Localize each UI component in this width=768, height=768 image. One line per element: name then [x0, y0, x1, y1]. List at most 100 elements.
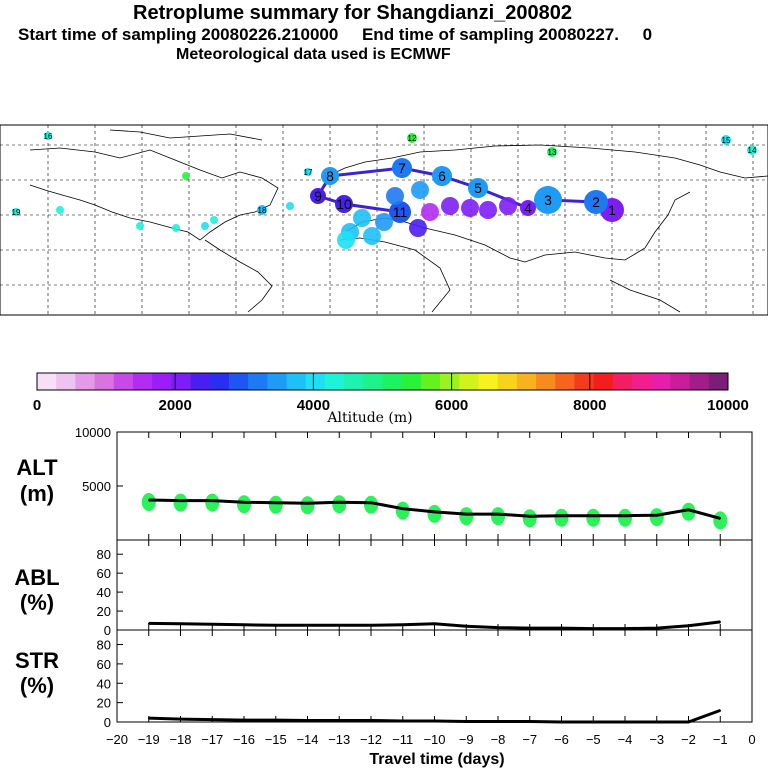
str-panel-label: STR: [15, 648, 59, 673]
colorbar-swatch: [632, 373, 652, 390]
trajectory-puff: [411, 181, 429, 199]
alt-data-point: [687, 508, 690, 511]
str-data-point: [528, 720, 531, 723]
str-data-point: [243, 719, 245, 721]
x-tick-label: −1: [713, 732, 728, 747]
abl-data-point: [401, 623, 404, 626]
x-tick-label: 0: [748, 732, 755, 747]
trajectory-point-label: 12: [408, 134, 417, 143]
trajectory-point-label: 11: [393, 204, 408, 220]
end-time-label: End time of sampling 20080227.: [361, 25, 619, 44]
alt-data-point: [528, 515, 531, 518]
colorbar-swatch: [190, 373, 211, 390]
trajectory-point: [747, 145, 757, 155]
colorbar-swatch: [689, 373, 710, 390]
colorbar-swatch: [708, 373, 729, 390]
abl-data-point: [243, 623, 245, 626]
trajectory-point-label: 3: [544, 192, 552, 208]
alt-panel-unit: (m): [20, 481, 54, 506]
trajectory-puff: [353, 209, 371, 227]
colorbar-swatch: [286, 373, 307, 390]
south-america-coast: [204, 239, 273, 313]
colorbar-swatch: [593, 373, 614, 390]
colorbar-swatch: [440, 373, 460, 390]
str-data-point: [719, 709, 722, 712]
alt-data-point: [179, 499, 182, 502]
str-y-tick-label: 40: [97, 676, 111, 691]
trajectory-point-label: 16: [44, 132, 53, 141]
alt-data-point: [497, 513, 499, 515]
trajectory-point-label: 5: [474, 180, 482, 196]
x-tick-label: −15: [265, 732, 287, 747]
colorbar-swatch: [555, 373, 575, 390]
alt-spread-marker: [649, 508, 664, 527]
str-panel-unit: (%): [20, 673, 54, 698]
alt-data-point: [243, 501, 245, 504]
alt-spread-marker: [395, 501, 410, 520]
trajectory-puff: [461, 199, 479, 217]
alt-spread-marker: [205, 493, 220, 512]
colorbar-swatch: [132, 373, 153, 390]
colorbar-swatch: [363, 373, 383, 390]
x-tick-label: −9: [459, 732, 474, 747]
trajectory-puff: [479, 201, 497, 219]
trajectory-puff: [56, 206, 64, 214]
trajectory-puff: [386, 187, 404, 205]
alt-spread-marker: [300, 496, 315, 515]
trajectory-point: [12, 208, 20, 216]
abl-data-point: [465, 625, 468, 628]
alt-spread-marker: [522, 509, 537, 528]
abl-y-tick-label: 20: [97, 604, 111, 619]
trajectory-point: [432, 166, 452, 186]
trajectory-puff: [286, 202, 294, 210]
str-y-tick-label: 0: [104, 715, 111, 730]
alt-spread-marker: [713, 511, 728, 530]
sampling-time-line: Start time of sampling 20080226.210000 E…: [18, 25, 768, 45]
colorbar-swatch: [344, 373, 364, 390]
trajectory-point-label: 13: [548, 148, 557, 157]
colorbar-tick-label: 6000: [435, 397, 468, 414]
australasia-coast: [609, 279, 681, 313]
str-data-point: [179, 718, 182, 720]
colorbar-swatch: [478, 373, 499, 390]
colorbar-swatch: [209, 373, 230, 390]
x-tick-label: −14: [296, 732, 318, 747]
trajectory-point: [392, 158, 412, 178]
colorbar-swatch: [536, 373, 556, 390]
trajectory-point-label: 18: [258, 206, 267, 215]
trajectory-point-label: 9: [314, 188, 322, 204]
abl-data-point: [338, 624, 341, 627]
trajectory-puff: [421, 203, 439, 221]
colorbar-swatch: [305, 373, 326, 390]
colorbar-swatch: [651, 373, 671, 390]
abl-data-point: [624, 627, 626, 630]
str-frame: [116, 629, 753, 723]
abl-data-point: [655, 627, 658, 629]
alt-data-point: [306, 502, 309, 505]
abl-data-point: [433, 623, 436, 625]
abl-data-point: [528, 627, 531, 629]
colorbar-swatch: [670, 373, 691, 390]
x-tick-label: −8: [491, 732, 506, 747]
abl-data-point: [687, 624, 690, 627]
colorbar-tick-label: 0: [33, 397, 41, 414]
colorbar-swatch: [382, 373, 403, 390]
x-tick-label: −12: [360, 732, 382, 747]
str-data-point: [465, 720, 468, 723]
str-data-point: [147, 717, 150, 719]
trajectory-point: [335, 195, 353, 213]
alt-spread-marker: [586, 508, 601, 527]
colorbar-swatch: [94, 373, 115, 390]
x-tick-label: −10: [423, 732, 445, 747]
meteorological-data-line: Meteorological data used is ECMWF: [176, 46, 451, 63]
abl-frame: [116, 539, 753, 631]
colorbar-swatch: [248, 373, 268, 390]
abl-y-tick-label: 0: [104, 623, 111, 638]
alt-spread-marker: [141, 493, 156, 512]
trajectory-puff: [363, 227, 381, 245]
trajectory-puff: [337, 231, 355, 249]
colorbar-swatch: [574, 373, 595, 390]
x-tick-label: −13: [328, 732, 350, 747]
x-tick-label: −17: [201, 732, 223, 747]
